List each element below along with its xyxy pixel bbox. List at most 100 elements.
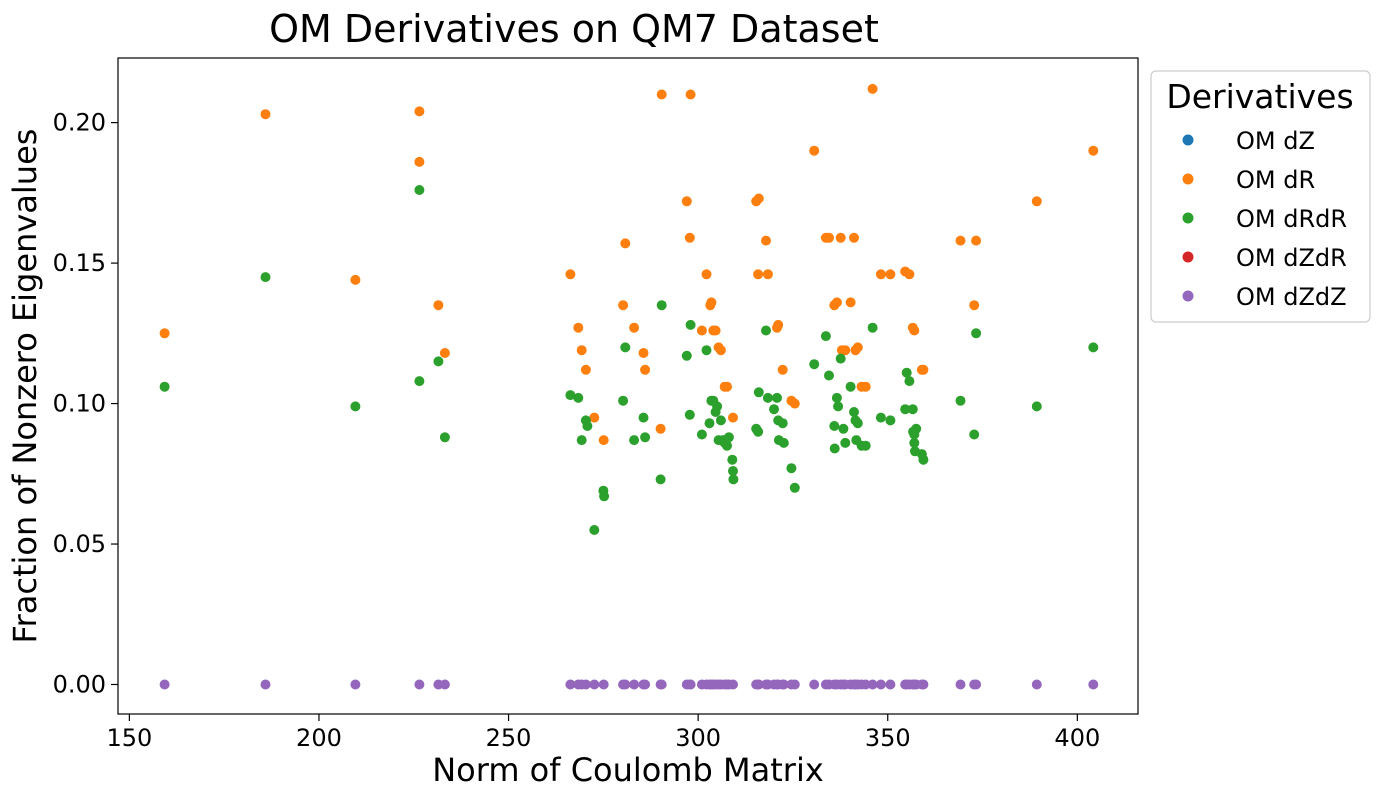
point-om-dr (789, 398, 800, 409)
point-om-drdr (722, 440, 732, 451)
legend-marker-om-dzdr (1182, 251, 1194, 263)
point-om-drdr (704, 418, 715, 429)
point-om-dr (835, 232, 846, 243)
point-om-drdr (696, 429, 707, 440)
point-om-dr (753, 269, 764, 280)
point-om-drdr (728, 466, 738, 476)
point-om-dr (638, 348, 649, 358)
point-om-dzdz (589, 679, 600, 690)
y-tick-label: 0.05 (53, 530, 106, 558)
point-om-dzdz (685, 679, 696, 690)
point-om-dr (640, 364, 651, 375)
point-om-dr (809, 145, 820, 156)
point-om-drdr (414, 185, 425, 195)
point-om-dzdz (656, 679, 667, 690)
point-om-drdr (655, 474, 666, 485)
point-om-dr (580, 364, 591, 375)
data-points (159, 83, 1099, 690)
point-om-dr (885, 269, 896, 280)
point-om-dr (701, 269, 712, 280)
point-om-dr (684, 232, 695, 243)
x-axis-ticks: 150 200 250 300 350 400 (106, 714, 1100, 752)
point-om-drdr (907, 404, 918, 415)
point-om-drdr (715, 415, 726, 426)
point-om-dzdz (629, 679, 640, 690)
point-om-dr (875, 269, 886, 280)
point-om-dr (762, 269, 773, 280)
point-om-drdr (829, 443, 840, 454)
point-om-drdr (901, 367, 912, 378)
legend-marker-om-drdr (1182, 212, 1194, 224)
legend-label-om-dr: OM dR (1236, 166, 1315, 194)
legend-title: Derivatives (1166, 77, 1353, 116)
point-om-drdr (638, 412, 649, 423)
y-tick-label: 0.00 (53, 671, 106, 699)
point-om-dr (1031, 196, 1042, 207)
point-om-drdr (589, 525, 600, 535)
point-om-dr (840, 345, 851, 356)
point-om-drdr (753, 387, 764, 398)
point-om-drdr (875, 412, 886, 423)
point-om-dzdz (1088, 679, 1099, 690)
point-om-dzdz (620, 679, 631, 690)
point-om-dzdz (971, 679, 982, 690)
point-om-dzdz (789, 679, 800, 690)
point-om-drdr (618, 395, 629, 406)
point-om-drdr (433, 356, 444, 367)
point-om-drdr (971, 328, 982, 339)
point-om-drdr (582, 421, 593, 431)
point-om-drdr (599, 491, 610, 502)
point-om-drdr (629, 435, 640, 446)
point-om-dr (629, 322, 640, 333)
point-om-drdr (955, 395, 966, 406)
point-om-drdr (439, 432, 450, 443)
point-om-dr (589, 412, 600, 423)
point-om-dzdz (580, 679, 591, 690)
point-om-drdr (350, 401, 361, 412)
point-om-dzdz (565, 679, 576, 690)
point-om-dr (777, 364, 788, 375)
plot-frame (117, 57, 1139, 715)
point-om-drdr (761, 325, 771, 336)
point-om-dr (433, 300, 444, 311)
point-om-drdr (701, 345, 712, 356)
point-om-drdr (769, 404, 779, 415)
point-om-dzdz (753, 679, 764, 690)
point-om-drdr (1088, 342, 1099, 353)
x-tick-label: 400 (1054, 724, 1100, 752)
point-om-dzdz (875, 679, 886, 690)
x-tick-label: 300 (675, 724, 721, 752)
x-axis-label: Norm of Coulomb Matrix (432, 751, 824, 789)
point-om-dzdz (778, 679, 789, 690)
point-om-dzdz (1031, 679, 1042, 690)
point-om-dzdz (885, 679, 896, 690)
point-om-dr (710, 325, 721, 336)
point-om-drdr (620, 342, 631, 353)
point-om-drdr (778, 437, 789, 448)
point-om-drdr (833, 401, 844, 412)
point-om-drdr (772, 392, 782, 403)
x-tick-label: 350 (865, 724, 911, 752)
point-om-dzdz (159, 679, 170, 690)
point-om-dr (681, 196, 692, 207)
point-om-drdr (684, 409, 695, 420)
point-om-drdr (885, 415, 896, 426)
point-om-drdr (565, 390, 576, 401)
point-om-drdr (414, 376, 425, 387)
chart-title: OM Derivatives on QM7 Dataset (269, 7, 879, 51)
point-om-drdr (900, 404, 911, 415)
point-om-dr (685, 89, 696, 100)
point-om-drdr (831, 392, 842, 403)
point-om-drdr (681, 350, 692, 361)
point-om-dr (439, 348, 450, 358)
point-om-dr (971, 235, 982, 246)
point-om-dr (955, 235, 966, 246)
legend-label-om-dz: OM dZ (1236, 127, 1315, 155)
point-om-drdr (789, 482, 800, 493)
point-om-drdr (969, 429, 980, 440)
point-om-dr (969, 300, 980, 311)
legend-label-om-dzdr: OM dZdR (1236, 244, 1347, 272)
point-om-dr (849, 232, 859, 243)
point-om-drdr (1031, 401, 1042, 412)
